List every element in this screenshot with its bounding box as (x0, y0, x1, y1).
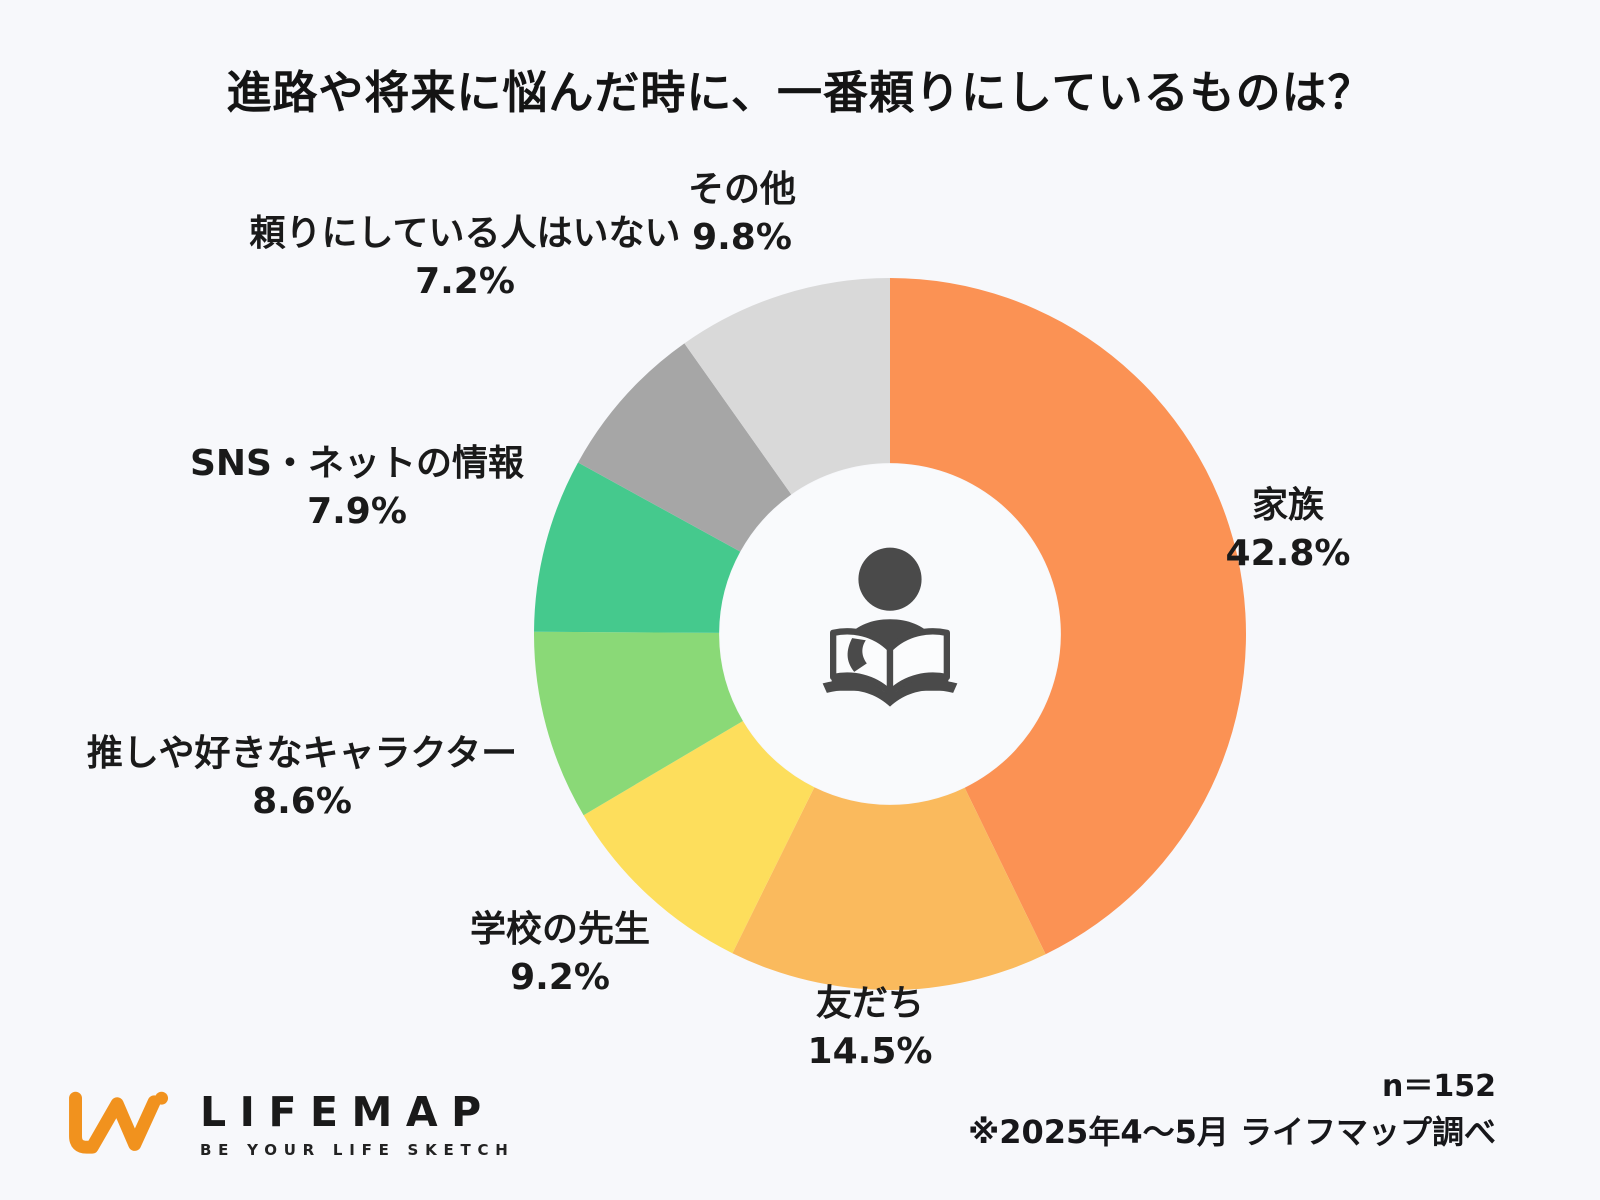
survey-source-note: ※2025年4〜5月 ライフマップ調べ (968, 1112, 1496, 1151)
segment-value: 8.6% (252, 780, 352, 822)
segment-name: 友だち (815, 983, 924, 1024)
segment-label-no-one: 頼りにしている人はいない 7.2% (250, 210, 681, 306)
person-reading-book-icon (782, 535, 998, 735)
sample-size-note: n＝152 (1382, 1069, 1496, 1104)
segment-name: SNS・ネットの情報 (190, 443, 524, 484)
chart-title: 進路や将来に悩んだ時に、一番頼りにしているものは？ (226, 66, 1374, 119)
segment-label-school-teacher: 学校の先生 9.2% (470, 906, 650, 1002)
segment-label-sns-internet: SNS・ネットの情報 7.9% (190, 440, 524, 536)
segment-label-other: その他 9.8% (688, 166, 796, 262)
segment-label-favorite-character: 推しや好きなキャラクター 8.6% (87, 730, 517, 826)
donut-segment-0 (890, 278, 1246, 955)
lifemap-logo-mark-icon (60, 1088, 178, 1162)
donut-segment-6 (684, 278, 890, 495)
segment-name: その他 (687, 169, 797, 210)
donut-segment-1 (732, 787, 1046, 990)
donut-segment-3 (534, 631, 743, 816)
segment-value: 42.8% (1225, 532, 1351, 574)
segment-value: 14.5% (807, 1030, 933, 1072)
segment-value: 9.8% (692, 216, 792, 258)
donut-segment-5 (578, 343, 792, 552)
segment-value: 9.2% (510, 956, 610, 998)
segment-name: 家族 (1251, 485, 1324, 526)
survey-notes: n＝152 ※2025年4〜5月 ライフマップ調べ (968, 1068, 1496, 1153)
donut-svg (534, 278, 1246, 990)
lifemap-logo-tagline: BE YOUR LIFE SKETCH (200, 1141, 515, 1160)
segment-value: 7.2% (415, 260, 515, 302)
segment-name: 推しや好きなキャラクター (86, 733, 518, 774)
donut-chart (534, 278, 1246, 990)
lifemap-logo-text: LIFEMAP (200, 1087, 495, 1136)
segment-name: 頼りにしている人はいない (249, 213, 681, 254)
donut-segment-4 (534, 462, 741, 633)
donut-segment-2 (583, 720, 815, 954)
segment-value: 7.9% (307, 490, 407, 532)
segment-label-family: 家族 42.8% (1226, 482, 1351, 578)
lifemap-logo: LIFEMAP BE YOUR LIFE SKETCH (60, 1088, 515, 1162)
segment-label-friends: 友だち 14.5% (808, 980, 933, 1076)
segment-name: 学校の先生 (469, 909, 651, 950)
